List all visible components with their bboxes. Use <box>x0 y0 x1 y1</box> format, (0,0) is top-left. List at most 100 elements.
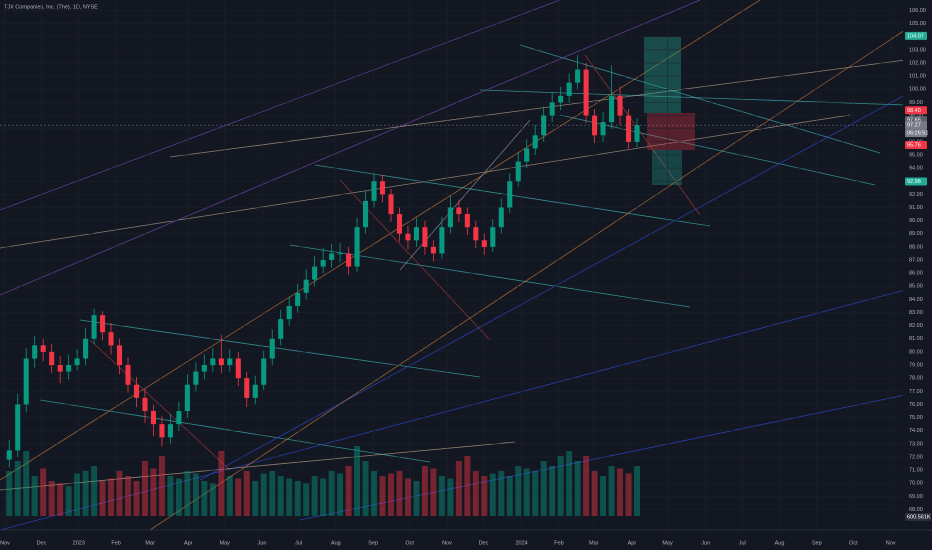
volume-bar <box>404 478 411 516</box>
trend-line <box>0 441 516 491</box>
volume-bar <box>362 461 369 516</box>
y-tick-label: 83.00 <box>909 310 923 316</box>
x-tick-label: Apr <box>184 540 193 546</box>
volume-bar <box>634 466 640 516</box>
candle-body <box>473 227 479 241</box>
candle-body <box>74 358 80 366</box>
stop-zone <box>647 113 695 150</box>
trend-line <box>0 0 761 481</box>
volume-bar <box>125 476 131 516</box>
y-tick-label: 95.00 <box>909 152 923 158</box>
price-label: 95.76 <box>907 142 921 148</box>
candle-body <box>354 227 360 267</box>
trend-line <box>79 319 481 378</box>
candle-body <box>337 253 343 255</box>
volume-bar <box>158 456 165 516</box>
trend-line <box>199 94 906 481</box>
trend-line <box>299 394 906 521</box>
y-tick-label: 74.00 <box>909 428 923 434</box>
y-tick-label: 81.00 <box>909 336 923 342</box>
price-label: 104.07 <box>907 33 924 39</box>
candle-body <box>422 227 428 247</box>
y-tick-label: 71.00 <box>909 468 923 474</box>
trend-line <box>0 289 906 531</box>
volume-bar <box>472 471 479 516</box>
y-tick-label: 84.00 <box>909 297 923 303</box>
candle-body <box>346 253 352 267</box>
volume-bar <box>540 461 547 516</box>
y-tick-label: 91.00 <box>909 205 923 211</box>
volume-bar <box>396 471 403 516</box>
candle-body <box>363 200 369 228</box>
x-tick-label: May <box>220 540 231 546</box>
y-tick-label: 94.00 <box>909 166 923 172</box>
candle-body <box>252 384 258 398</box>
countdown-box <box>905 129 927 138</box>
trend-line <box>314 164 711 227</box>
volume-bar <box>557 456 564 516</box>
volume-bar <box>252 481 259 516</box>
trend-line <box>584 54 701 216</box>
x-tick-label: Mar <box>589 540 599 546</box>
volume-bar <box>498 471 505 516</box>
volume-bar <box>371 471 377 516</box>
volume-label-box <box>905 513 931 521</box>
x-tick-label: Aug <box>331 540 341 546</box>
candle-body <box>66 365 72 372</box>
trend-line <box>149 29 906 531</box>
price-label-box <box>905 140 927 149</box>
x-tick-label: 2024 <box>516 540 528 546</box>
candle-body <box>91 315 97 339</box>
y-tick-label: 69.00 <box>909 494 923 500</box>
volume-bar <box>506 476 513 516</box>
candle-body <box>592 115 598 136</box>
volume-bar <box>108 478 115 516</box>
price-label-box <box>905 177 927 186</box>
volume-bar <box>277 476 284 516</box>
candle-body <box>541 115 547 136</box>
x-tick-label: Nov <box>0 540 10 546</box>
x-tick-label: Mar <box>145 540 155 546</box>
candle-body <box>116 345 123 366</box>
volume-bar <box>142 461 148 516</box>
candle-body <box>447 207 453 228</box>
x-tick-label: Oct <box>405 540 414 546</box>
volume-bar <box>150 468 157 516</box>
y-tick-label: 98.00 <box>909 113 923 119</box>
candle-body <box>388 194 394 215</box>
x-tick-label: Feb <box>554 540 563 546</box>
volume-bar <box>379 476 386 516</box>
volume-bar <box>201 481 208 516</box>
candle-body <box>456 207 462 215</box>
countdown: 06:26:51 <box>907 131 928 137</box>
volume-bar <box>583 456 590 516</box>
x-tick-label: Apr <box>628 540 637 546</box>
volume-bar <box>481 476 488 516</box>
volume-bar <box>218 451 225 516</box>
y-tick-label: 79.00 <box>909 363 923 369</box>
candle-body <box>371 181 377 201</box>
volume-bar <box>243 471 250 516</box>
y-tick-label: 99.00 <box>909 100 923 106</box>
y-tick-label: 92.00 <box>909 192 923 198</box>
volume-bar <box>226 476 233 516</box>
candle-body <box>379 181 386 195</box>
x-tick-label: Sep <box>368 540 378 546</box>
x-tick-label: Dec <box>37 540 47 546</box>
candle-body <box>609 95 615 123</box>
candle-body <box>303 279 309 293</box>
volume-bar <box>175 478 182 516</box>
candle-body <box>396 214 403 234</box>
volume-bar <box>303 483 310 516</box>
x-tick-label: Jun <box>258 540 267 546</box>
candle-body <box>193 371 199 385</box>
candle-body <box>108 332 114 346</box>
volume-bar <box>608 466 615 516</box>
x-tick-label: Sep <box>812 540 822 546</box>
volume-bar <box>464 456 471 516</box>
y-tick-label: 87.00 <box>909 257 923 263</box>
price-label: 97.65 <box>907 118 921 124</box>
candle-body <box>133 384 140 398</box>
candle-body <box>558 95 564 103</box>
